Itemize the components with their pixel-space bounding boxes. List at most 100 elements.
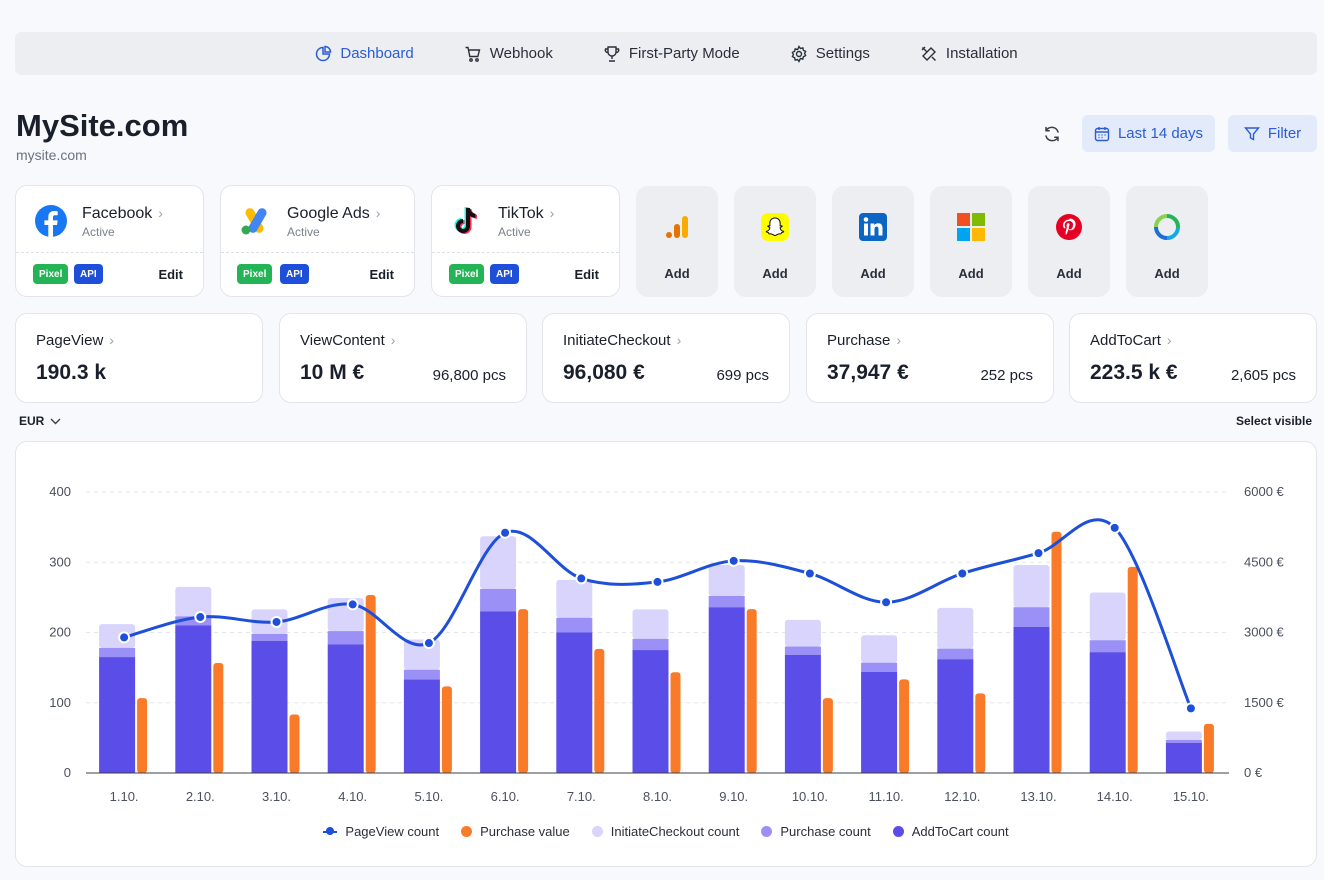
metric-name-text: ViewContent [300, 332, 385, 349]
metric-card-viewcontent[interactable]: ViewContent › 10 M € 96,800 pcs [279, 313, 527, 403]
metric-card-addtocart[interactable]: AddToCart › 223.5 k € 2,605 pcs [1069, 313, 1317, 403]
integration-name-text: Facebook [82, 205, 153, 222]
edit-button[interactable]: Edit [158, 267, 183, 282]
metric-card-pageview[interactable]: PageView › 190.3 k [15, 313, 263, 403]
pie-chart-icon [316, 45, 332, 61]
chevron-right-icon: › [1166, 332, 1172, 348]
point-pageview [880, 596, 893, 609]
point-pageview [651, 575, 664, 588]
bar-initiatecheckout [784, 619, 821, 647]
integration-card-tiktok[interactable]: TikTok › Active Pixel API Edit [431, 185, 620, 297]
point-pageview [499, 526, 512, 539]
integration-card-header: Facebook › Active [16, 186, 203, 253]
edit-button[interactable]: Edit [369, 267, 394, 282]
x-axis-tick: 7.10. [567, 789, 596, 804]
bar-addtocart [175, 625, 212, 773]
filter-button[interactable]: Filter [1228, 115, 1317, 152]
add-snapchat-card[interactable]: Add [734, 186, 816, 297]
refresh-button[interactable] [1038, 120, 1066, 148]
combo-chart: 0 100 200 300 400 0 € 1500 € 3000 € 4500 € 6000 €… [49, 484, 1285, 804]
y-axis-left-tick: 100 [49, 695, 71, 710]
metric-name-text: AddToCart [1090, 332, 1161, 349]
currency-label: EUR [19, 414, 45, 428]
chevron-down-icon [50, 418, 61, 424]
point-pageview [803, 567, 816, 580]
currency-select[interactable]: EUR [19, 414, 61, 428]
bar-addtocart [480, 611, 517, 773]
bar-initiatecheckout [480, 536, 517, 589]
nav-installation[interactable]: Installation [920, 45, 1018, 63]
legend-item-purchase-value[interactable]: Purchase value [461, 824, 570, 839]
add-label: Add [1056, 266, 1082, 281]
bar-purchase-count [1089, 640, 1126, 653]
nav-settings[interactable]: Settings [790, 44, 870, 63]
point-pageview [270, 615, 283, 628]
bar-initiatecheckout [937, 607, 974, 649]
metric-value: 223.5 k € [1090, 361, 1178, 384]
metric-card-initiatecheckout[interactable]: InitiateCheckout › 96,080 € 699 pcs [542, 313, 790, 403]
bar-addtocart [784, 654, 821, 773]
x-axis-tick: 1.10. [110, 789, 139, 804]
legend-label: Purchase value [480, 824, 570, 839]
legend-swatch [591, 826, 603, 837]
legend-line-marker [323, 826, 338, 837]
legend-item-initiatecheckout[interactable]: InitiateCheckout count [591, 824, 739, 839]
x-axis-tick: 10.10. [792, 789, 828, 804]
nav-webhook[interactable]: Webhook [464, 45, 553, 63]
bar-purchase-value [365, 595, 376, 773]
nav-installation-label: Installation [945, 45, 1018, 62]
tools-icon [921, 46, 936, 61]
integration-name: Google Ads › [287, 205, 380, 223]
bar-initiatecheckout [632, 609, 669, 639]
chevron-right-icon: › [158, 205, 163, 221]
bar-addtocart [99, 657, 136, 773]
nav-settings-label: Settings [815, 45, 870, 62]
y-axis-right-tick: 4500 € [1244, 554, 1285, 569]
pixel-badge: Pixel [449, 264, 485, 284]
legend-item-addtocart[interactable]: AddToCart count [892, 824, 1009, 839]
bar-purchase-count [480, 588, 517, 612]
x-axis-tick: 4.10. [338, 789, 367, 804]
x-axis-tick: 15.10. [1173, 789, 1209, 804]
bar-addtocart [632, 650, 669, 773]
integration-card-facebook[interactable]: Facebook › Active Pixel API Edit [15, 185, 204, 297]
bar-purchase-count [99, 647, 136, 658]
bar-purchase-count [861, 662, 898, 672]
legend-item-pageview[interactable]: PageView count [323, 824, 439, 839]
x-axis-tick: 14.10. [1097, 789, 1133, 804]
select-visible-button[interactable]: Select visible [1235, 414, 1312, 428]
legend-swatch [892, 826, 904, 837]
date-range-button[interactable]: Last 14 days [1082, 115, 1215, 152]
bar-purchase-count [251, 633, 288, 641]
metric-value: 10 M € [300, 361, 365, 384]
add-pinterest-card[interactable]: Add [1028, 186, 1110, 297]
edit-button[interactable]: Edit [574, 267, 599, 282]
facebook-icon [34, 204, 68, 238]
metric-pcs: 96,800 pcs [432, 367, 506, 384]
metric-pcs: 699 pcs [716, 367, 769, 384]
calendar-icon [1094, 126, 1110, 141]
integration-name-text: TikTok [498, 205, 544, 222]
point-pageview [1184, 702, 1197, 715]
add-google-analytics-card[interactable]: Add [636, 186, 718, 297]
bar-purchase-count [937, 648, 974, 660]
legend-swatch [761, 826, 773, 837]
bar-purchase-value [289, 714, 300, 773]
metric-card-purchase[interactable]: Purchase › 37,947 € 252 pcs [806, 313, 1054, 403]
add-microsoft-card[interactable]: Add [930, 186, 1012, 297]
integration-card-google-ads[interactable]: Google Ads › Active Pixel API Edit [220, 185, 415, 297]
chevron-right-icon: › [676, 332, 682, 348]
add-ring-logo-card[interactable]: Add [1126, 186, 1208, 297]
nav-dashboard[interactable]: Dashboard [314, 45, 414, 63]
nav-first-party[interactable]: First-Party Mode [603, 45, 740, 63]
funnel-icon [1243, 126, 1260, 141]
integration-name-text: Google Ads [287, 205, 370, 222]
integration-name: TikTok › [498, 205, 554, 223]
legend-item-purchase-count[interactable]: Purchase count [761, 824, 871, 839]
point-pageview [346, 598, 359, 611]
legend-label: PageView count [345, 824, 440, 839]
bar-initiatecheckout [556, 579, 593, 618]
add-linkedin-card[interactable]: Add [832, 186, 914, 297]
chevron-right-icon: › [375, 205, 381, 221]
point-pageview [1108, 521, 1121, 534]
